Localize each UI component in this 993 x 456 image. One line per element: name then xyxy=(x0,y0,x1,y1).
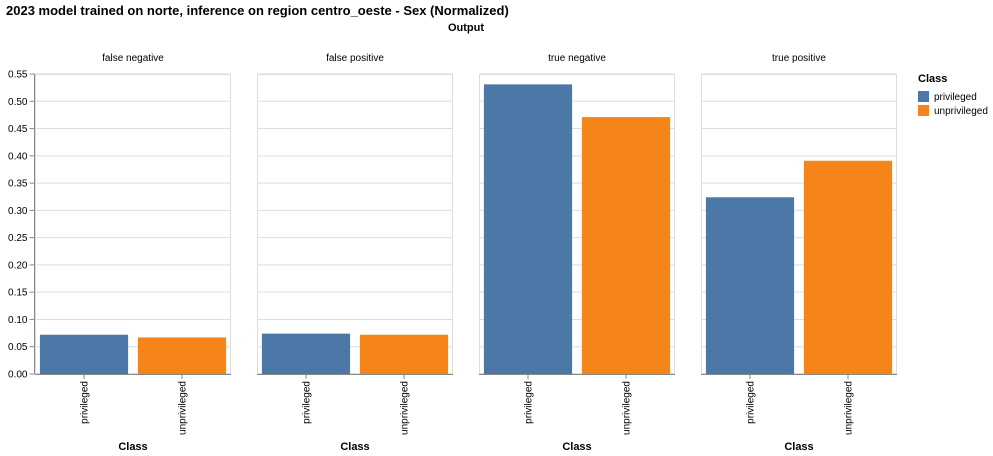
bar-false-negative-unprivileged xyxy=(137,337,227,374)
bar-true-negative-unprivileged xyxy=(581,117,671,374)
bar-false-positive-unprivileged xyxy=(359,334,449,374)
y-tick-label: 0.45 xyxy=(8,124,28,135)
y-tick-label: 0.00 xyxy=(8,370,28,381)
facet-label-false-negative: false negative xyxy=(102,53,164,64)
facet-label-false-positive: false positive xyxy=(326,53,384,64)
facet-label-true-negative: true negative xyxy=(548,53,606,64)
y-tick-label: 0.35 xyxy=(8,179,28,190)
bar-false-positive-privileged xyxy=(261,333,351,374)
y-tick-label: 0.05 xyxy=(8,342,28,353)
y-tick-label: 0.15 xyxy=(8,288,28,299)
x-axis-title: Class xyxy=(562,441,591,453)
legend-label-unprivileged: unprivileged xyxy=(934,106,988,117)
legend-title: Class xyxy=(918,73,947,85)
legend-swatch-privileged xyxy=(918,91,929,102)
x-tick-label: unprivileged xyxy=(844,381,855,435)
bar-true-negative-privileged xyxy=(483,84,573,374)
x-tick-label: unprivileged xyxy=(622,381,633,435)
facet-label-true-positive: true positive xyxy=(772,53,826,64)
panel-frame xyxy=(35,74,231,374)
panel-frame xyxy=(257,74,453,374)
panel-frame xyxy=(479,74,675,374)
legend-swatch-unprivileged xyxy=(918,105,929,116)
bar-true-positive-unprivileged xyxy=(803,160,893,374)
x-tick-label: privileged xyxy=(524,381,535,424)
legend-label-privileged: privileged xyxy=(934,92,977,103)
x-tick-label: unprivileged xyxy=(400,381,411,435)
facet-true-positive: true positive privileged unprivileged Class xyxy=(701,53,897,453)
legend: Class privileged unprivileged xyxy=(918,73,988,117)
x-axis-title: Class xyxy=(340,441,369,453)
facet-true-negative: true negative privileged unprivileged Class xyxy=(479,53,675,453)
x-axis-title: Class xyxy=(118,441,147,453)
column-header-title: Output xyxy=(448,22,484,34)
x-tick-label: privileged xyxy=(302,381,313,424)
y-tick-label: 0.40 xyxy=(8,151,28,162)
facet-false-negative: false negative privileged unprivileged Clas… xyxy=(35,53,231,453)
y-tick-label: 0.25 xyxy=(8,233,28,244)
chart-title: 2023 model trained on norte, inference o… xyxy=(6,3,509,18)
x-tick-label: privileged xyxy=(746,381,757,424)
y-tick-label: 0.10 xyxy=(8,315,28,326)
facet-false-positive: false positive privileged unprivileged Clas… xyxy=(257,53,453,453)
y-tick-label: 0.55 xyxy=(8,70,28,81)
bar-true-positive-privileged xyxy=(705,197,795,374)
x-axis-title: Class xyxy=(784,441,813,453)
y-tick-label: 0.20 xyxy=(8,260,28,271)
bar-false-negative-privileged xyxy=(39,334,129,374)
y-tick-label: 0.50 xyxy=(8,97,28,108)
x-tick-label: unprivileged xyxy=(178,381,189,435)
y-tick-label: 0.30 xyxy=(8,206,28,217)
panel-frame xyxy=(701,74,897,374)
x-tick-label: privileged xyxy=(80,381,91,424)
